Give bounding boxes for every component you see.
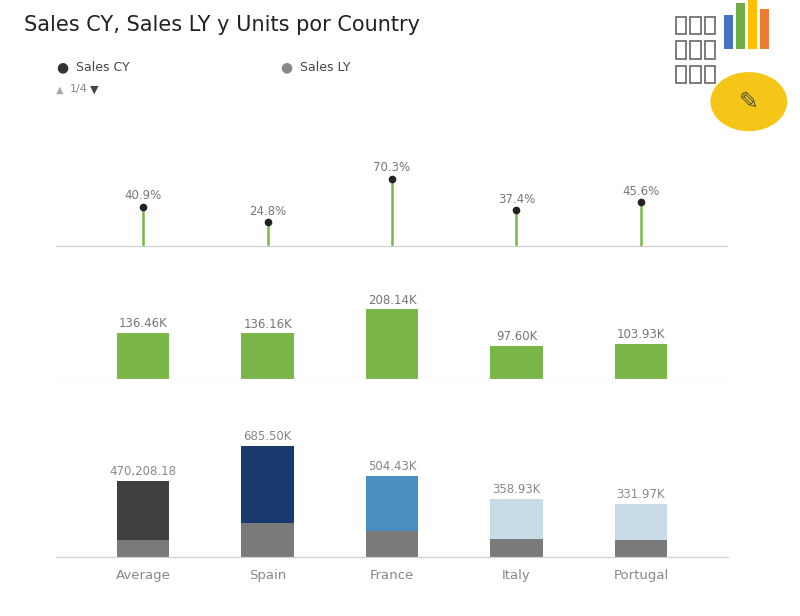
Bar [117,481,170,540]
Bar [614,504,667,540]
Bar [490,499,542,539]
Text: ▼: ▼ [90,84,98,94]
Text: 208.14K: 208.14K [368,293,416,307]
Text: 70.3%: 70.3% [374,161,410,174]
Bar [366,476,418,531]
Bar [242,524,294,557]
Bar [366,531,418,557]
Text: 37.4%: 37.4% [498,193,535,206]
Text: 97.60K: 97.60K [496,330,537,344]
Bar [117,540,170,557]
Text: ▲: ▲ [56,84,63,94]
Text: 358.93K: 358.93K [492,484,541,496]
Text: ●: ● [56,61,68,75]
Bar [117,333,170,379]
Text: 504.43K: 504.43K [368,460,416,472]
Text: 470,208.18: 470,208.18 [110,465,177,478]
Text: 24.8%: 24.8% [249,205,286,217]
Text: 331.97K: 331.97K [617,488,666,501]
Text: Sales CY, Sales LY y Units por Country: Sales CY, Sales LY y Units por Country [24,15,420,35]
Text: 136.16K: 136.16K [243,318,292,331]
Bar [490,539,542,557]
Text: Sales LY: Sales LY [300,61,350,75]
Text: 40.9%: 40.9% [125,189,162,202]
Text: 685.50K: 685.50K [243,431,292,444]
Text: 45.6%: 45.6% [622,185,659,198]
Text: 1/4: 1/4 [70,84,87,94]
Bar [366,309,418,379]
Bar [242,333,294,379]
Text: ●: ● [280,61,292,75]
Text: ✎: ✎ [739,90,758,113]
Bar [242,446,294,524]
Text: Sales CY: Sales CY [76,61,130,75]
Text: 136.46K: 136.46K [118,317,167,330]
Text: 103.93K: 103.93K [617,328,665,341]
Bar [614,540,667,557]
Bar [490,346,542,379]
Bar [614,344,667,379]
